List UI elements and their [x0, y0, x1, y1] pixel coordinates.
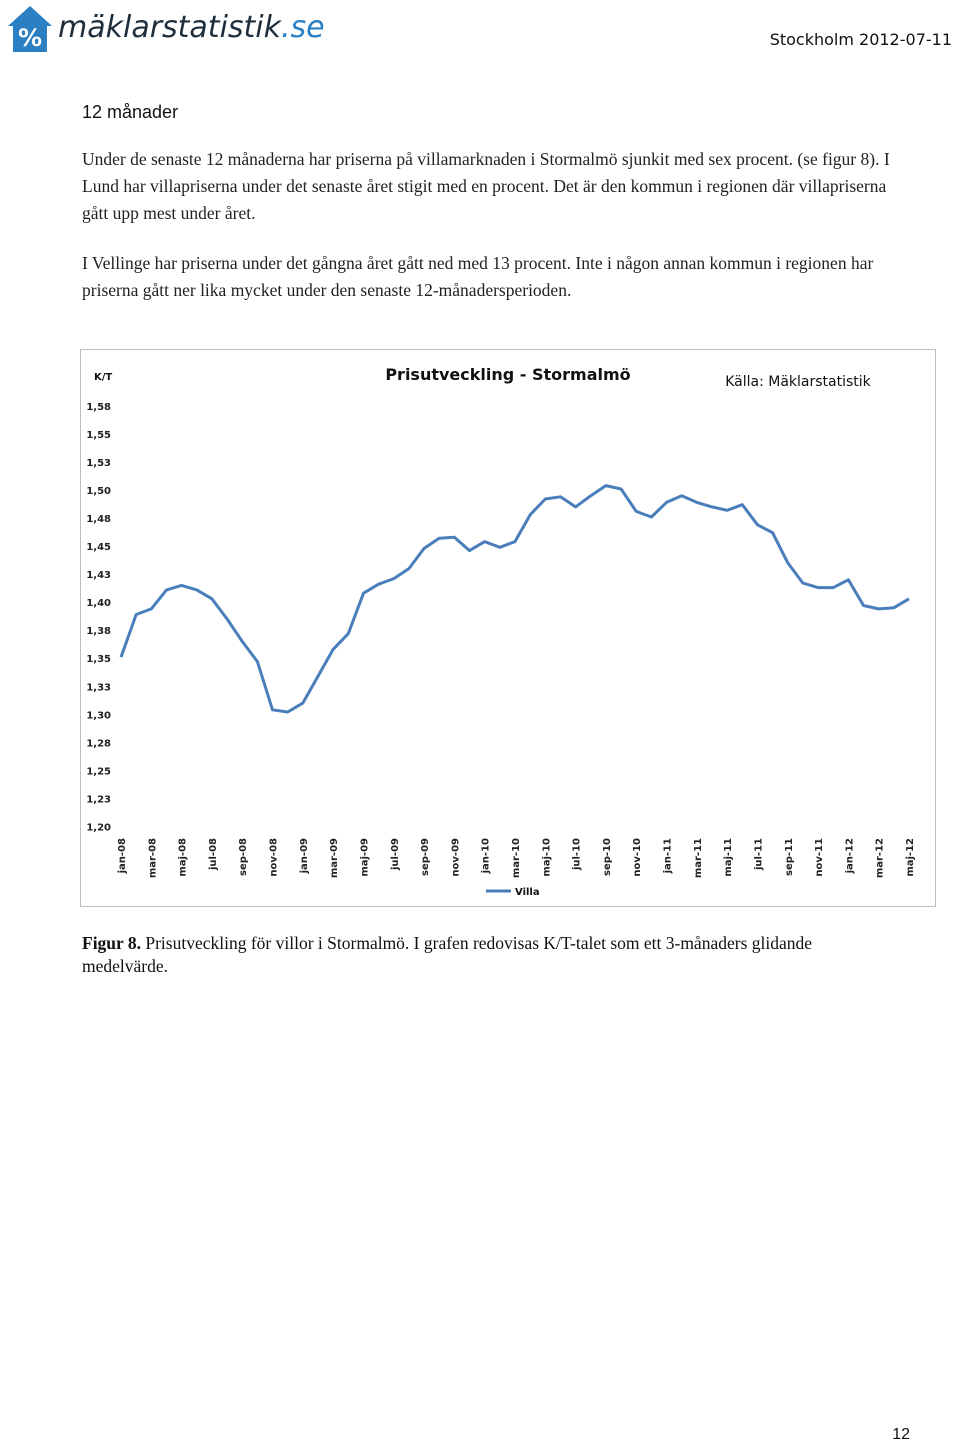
x-tick-label: nov-09 [450, 838, 461, 877]
section-heading: 12 månader [82, 102, 179, 122]
y-tick-label: 1,38 [86, 626, 111, 637]
x-tick-label: maj-12 [905, 838, 916, 877]
x-tick-label: mar-11 [693, 838, 704, 878]
x-tick-label: maj-08 [178, 838, 189, 877]
paragraph-2: I Vellinge har priserna under det gångna… [82, 253, 874, 300]
x-tick-label: jul-11 [753, 838, 764, 871]
chart-source: Källa: Mäklarstatistik [725, 374, 871, 390]
chart-legend: Villa [486, 887, 540, 898]
line-chart: Prisutveckling - Stormalmö Källa: Mäklar… [86, 365, 916, 898]
y-tick-label: 1,35 [86, 654, 111, 665]
legend-label-villa: Villa [515, 887, 540, 898]
logo-percent-symbol: % [18, 24, 42, 52]
x-tick-label: sep-11 [784, 838, 795, 876]
y-tick-label: 1,23 [86, 794, 111, 805]
y-tick-label: 1,58 [86, 402, 111, 413]
x-tick-label: mar-10 [511, 838, 522, 878]
logo-tld: .se [281, 10, 325, 45]
chart-frame: Prisutveckling - Stormalmö Källa: Mäklar… [80, 349, 936, 907]
x-tick-label: mar-09 [329, 838, 340, 878]
caption-label: Figur 8. [82, 933, 141, 953]
house-percent-icon: % [8, 6, 52, 52]
y-tick-label: 1,25 [86, 766, 111, 777]
y-tick-label: 1,55 [86, 430, 111, 441]
y-tick-label: 1,20 [86, 822, 111, 833]
x-tick-label: sep-10 [602, 838, 613, 876]
x-tick-label: mar-08 [147, 838, 158, 878]
x-tick-label: mar-12 [875, 838, 886, 878]
maklarstatistik-logo: % mäklarstatistik.se [6, 4, 336, 56]
y-axis-label: K/T [94, 372, 112, 383]
y-tick-label: 1,53 [86, 458, 111, 469]
x-tick-label: maj-09 [359, 838, 370, 877]
x-tick-label: jan-11 [663, 838, 674, 874]
y-tick-label: 1,43 [86, 570, 111, 581]
x-tick-label: jan-12 [844, 838, 855, 874]
series-layer [119, 484, 910, 714]
figure-caption: Figur 8. Prisutveckling för villor i Sto… [82, 932, 902, 978]
page-number: 12 [892, 1426, 910, 1443]
x-tick-label: jul-09 [390, 838, 401, 871]
x-tick-label: maj-10 [541, 838, 552, 877]
y-tick-label: 1,45 [86, 542, 111, 553]
header-date: Stockholm 2012-07-11 [769, 30, 952, 49]
x-tick-label: nov-08 [269, 838, 280, 877]
y-tick-label: 1,28 [86, 738, 111, 749]
x-tick-label: jan-08 [117, 838, 128, 874]
logo-name: mäklarstatistik [58, 10, 282, 45]
y-tick-label: 1,30 [86, 710, 111, 721]
chart-title: Prisutveckling - Stormalmö [385, 365, 630, 384]
x-axis-ticks: jan-08 mar-08 maj-08 jul-08 sep-08 nov-08 jan-… [117, 838, 916, 878]
y-tick-label: 1,40 [86, 598, 111, 609]
x-tick-label: sep-08 [238, 838, 249, 876]
x-tick-label: nov-10 [632, 838, 643, 877]
x-tick-label: jul-10 [572, 838, 583, 871]
y-axis-ticks: 1,58 1,55 1,53 1,50 1,48 1,45 1,43 1,40 1,38 1,35… [86, 402, 111, 833]
x-tick-label: sep-09 [420, 838, 431, 876]
x-tick-label: maj-11 [723, 838, 734, 877]
x-tick-label: jan-09 [299, 838, 310, 874]
paragraph-1: Under de senaste 12 månaderna har priser… [82, 149, 890, 223]
y-tick-label: 1,48 [86, 514, 111, 525]
x-tick-label: jul-08 [208, 838, 219, 871]
x-tick-label: nov-11 [814, 838, 825, 877]
x-tick-label: jan-10 [481, 838, 492, 874]
y-tick-label: 1,33 [86, 682, 111, 693]
series-line-villa [119, 484, 910, 714]
y-tick-label: 1,50 [86, 486, 111, 497]
logo-wordmark: mäklarstatistik.se [58, 10, 325, 45]
caption-text: Prisutveckling för villor i Stormalmö. I… [82, 933, 813, 976]
